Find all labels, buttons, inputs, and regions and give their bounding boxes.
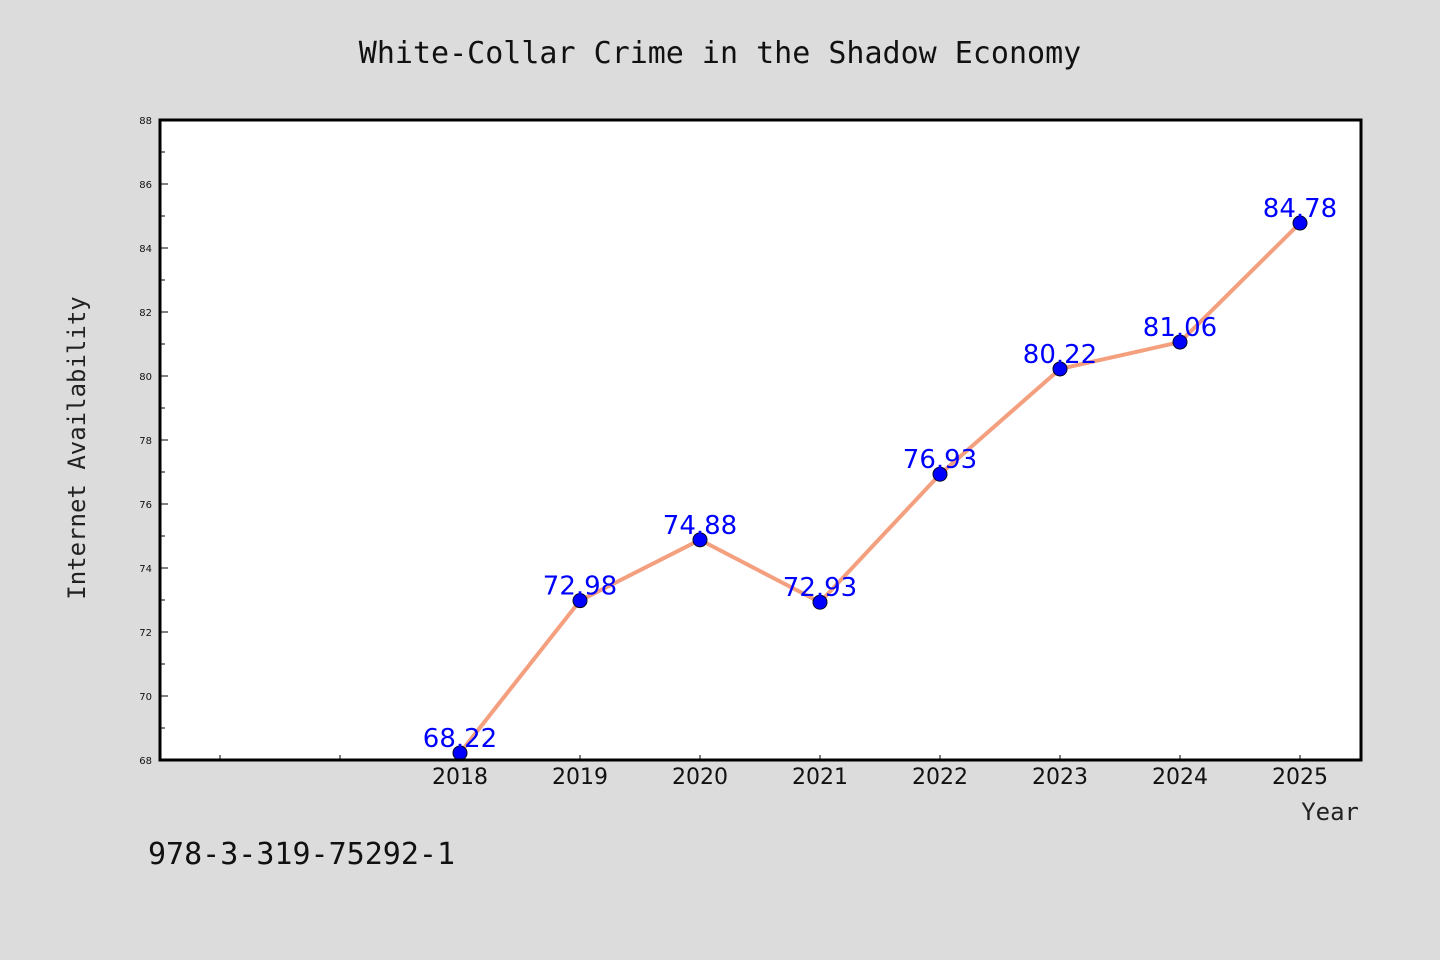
x-axis-label: Year <box>1301 798 1359 826</box>
x-tick-label: 2018 <box>432 765 488 790</box>
data-label: 80.22 <box>1023 340 1097 370</box>
x-tick-label: 2022 <box>912 765 968 790</box>
x-tick-label: 2020 <box>672 765 728 790</box>
x-tick-label: 2021 <box>792 765 848 790</box>
y-tick-label: 70 <box>139 692 152 703</box>
y-tick-label: 72 <box>139 628 152 639</box>
data-label: 84.78 <box>1263 194 1337 224</box>
y-tick-label: 78 <box>139 436 152 447</box>
y-tick-label: 86 <box>139 180 152 191</box>
y-tick-label: 82 <box>139 308 152 319</box>
y-tick-label: 88 <box>139 116 152 127</box>
x-tick-label: 2024 <box>1152 765 1208 790</box>
plot-frame <box>158 118 1363 762</box>
data-point <box>1292 215 1308 231</box>
series-line <box>458 221 1302 755</box>
x-tick-label: 2025 <box>1272 765 1328 790</box>
data-point <box>812 594 828 610</box>
series-layer: 68.22 72.98 74.88 72.93 76.93 80.22 81.06 84.78 <box>423 194 1337 761</box>
y-tick-label: 74 <box>139 564 152 575</box>
y-tick-label: 80 <box>139 372 152 383</box>
data-point <box>692 532 708 548</box>
data-point <box>1172 334 1188 350</box>
data-label: 72.93 <box>783 573 857 603</box>
data-label: 76.93 <box>903 445 977 475</box>
y-axis: 68 70 72 74 76 78 80 82 84 86 88 <box>139 116 168 767</box>
x-axis: 2018 2019 2020 2021 2022 2023 2024 2025 <box>219 755 1328 790</box>
x-tick-label: 2023 <box>1032 765 1088 790</box>
data-label: 74.88 <box>663 511 737 541</box>
footer-isbn: 978-3-319-75292-1 <box>148 837 455 872</box>
y-tick-label: 76 <box>139 500 152 511</box>
y-tick-label: 84 <box>139 244 152 255</box>
data-label: 68.22 <box>423 724 497 754</box>
x-tick-label: 2019 <box>552 765 608 790</box>
data-point <box>932 466 948 482</box>
y-tick-label: 68 <box>139 756 152 767</box>
plot-area <box>160 120 1361 760</box>
data-point <box>1052 361 1068 377</box>
data-label: 81.06 <box>1143 313 1217 343</box>
data-label: 72.98 <box>543 572 617 602</box>
chart-title: White-Collar Crime in the Shadow Economy <box>359 36 1081 71</box>
y-axis-label: Internet Availability <box>63 296 91 599</box>
data-point <box>572 593 588 609</box>
